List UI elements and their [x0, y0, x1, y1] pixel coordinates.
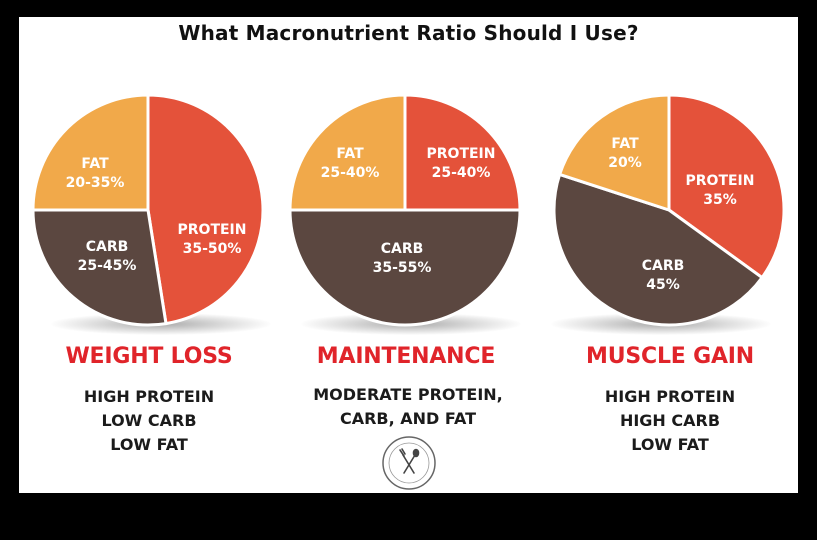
- description-line: LOW CARB: [101, 411, 197, 430]
- description-line: LOW FAT: [110, 435, 188, 454]
- slice-value-protein: 35-50%: [183, 241, 242, 257]
- pie-slice-carb: [552, 172, 764, 327]
- pie-charts: PROTEIN 35-50% CARB 25-45% FAT 20-35% PROTEIN 2…: [31, 93, 786, 327]
- brand-logo: [382, 436, 436, 490]
- pie-slice-protein: [667, 93, 786, 280]
- description-line: HIGH PROTEIN: [83, 387, 215, 406]
- infographic: What Macronutrient Ratio Should I Use? P…: [19, 17, 798, 493]
- goal-title-maintenance: MAINTENANCE: [316, 344, 496, 369]
- slice-value-carb: 45%: [646, 277, 680, 293]
- pie-slice-carb: [31, 208, 168, 327]
- slice-label-carb: CARB: [86, 239, 129, 255]
- pie-slice-carb: [288, 208, 522, 327]
- slice-value-fat: 25-40%: [321, 165, 380, 181]
- pie-slice-protein: [146, 93, 265, 326]
- slice-label-carb: CARB: [381, 241, 424, 257]
- slice-label-fat: FAT: [81, 156, 109, 172]
- pie-slice-fat: [558, 93, 671, 212]
- pie-chart-maintenance: PROTEIN 25-40% CARB 35-55% FAT 25-40%: [288, 93, 522, 327]
- description-line: CARB, AND FAT: [339, 409, 477, 428]
- pie-slice-fat: [288, 93, 407, 212]
- pie-chart-muscle-gain: PROTEIN 35% CARB 45% FAT 20%: [552, 93, 786, 327]
- goal-description-weight-loss: HIGH PROTEIN LOW CARB LOW FAT: [19, 385, 279, 457]
- description-line: LOW FAT: [631, 435, 709, 454]
- slice-value-carb: 35-55%: [373, 260, 432, 276]
- goal-description-maintenance: MODERATE PROTEIN, CARB, AND FAT: [278, 383, 538, 431]
- slice-value-fat: 20-35%: [66, 175, 125, 191]
- slice-label-fat: FAT: [336, 146, 364, 162]
- pie-slice-fat: [31, 93, 150, 212]
- description-line: MODERATE PROTEIN,: [313, 385, 503, 404]
- description-line: HIGH CARB: [619, 411, 721, 430]
- goal-description-muscle-gain: HIGH PROTEIN HIGH CARB LOW FAT: [540, 385, 798, 457]
- goal-title-weight-loss: WEIGHT LOSS: [65, 344, 233, 369]
- slice-label-carb: CARB: [642, 258, 685, 274]
- infographic-title: What Macronutrient Ratio Should I Use?: [178, 21, 639, 45]
- pie-chart-weight-loss: PROTEIN 35-50% CARB 25-45% FAT 20-35%: [31, 93, 265, 327]
- description-line: HIGH PROTEIN: [604, 387, 736, 406]
- slice-label-fat: FAT: [611, 136, 639, 152]
- fork-spoon-icon: [399, 448, 420, 474]
- slice-value-fat: 20%: [608, 155, 642, 171]
- slice-value-carb: 25-45%: [78, 258, 137, 274]
- slice-label-protein: PROTEIN: [427, 146, 496, 162]
- slice-value-protein: 25-40%: [432, 165, 491, 181]
- goal-title-muscle-gain: MUSCLE GAIN: [586, 344, 754, 369]
- slice-value-protein: 35%: [703, 192, 737, 208]
- slice-label-protein: PROTEIN: [686, 173, 755, 189]
- pie-slice-protein: [403, 93, 522, 212]
- slice-label-protein: PROTEIN: [178, 222, 247, 238]
